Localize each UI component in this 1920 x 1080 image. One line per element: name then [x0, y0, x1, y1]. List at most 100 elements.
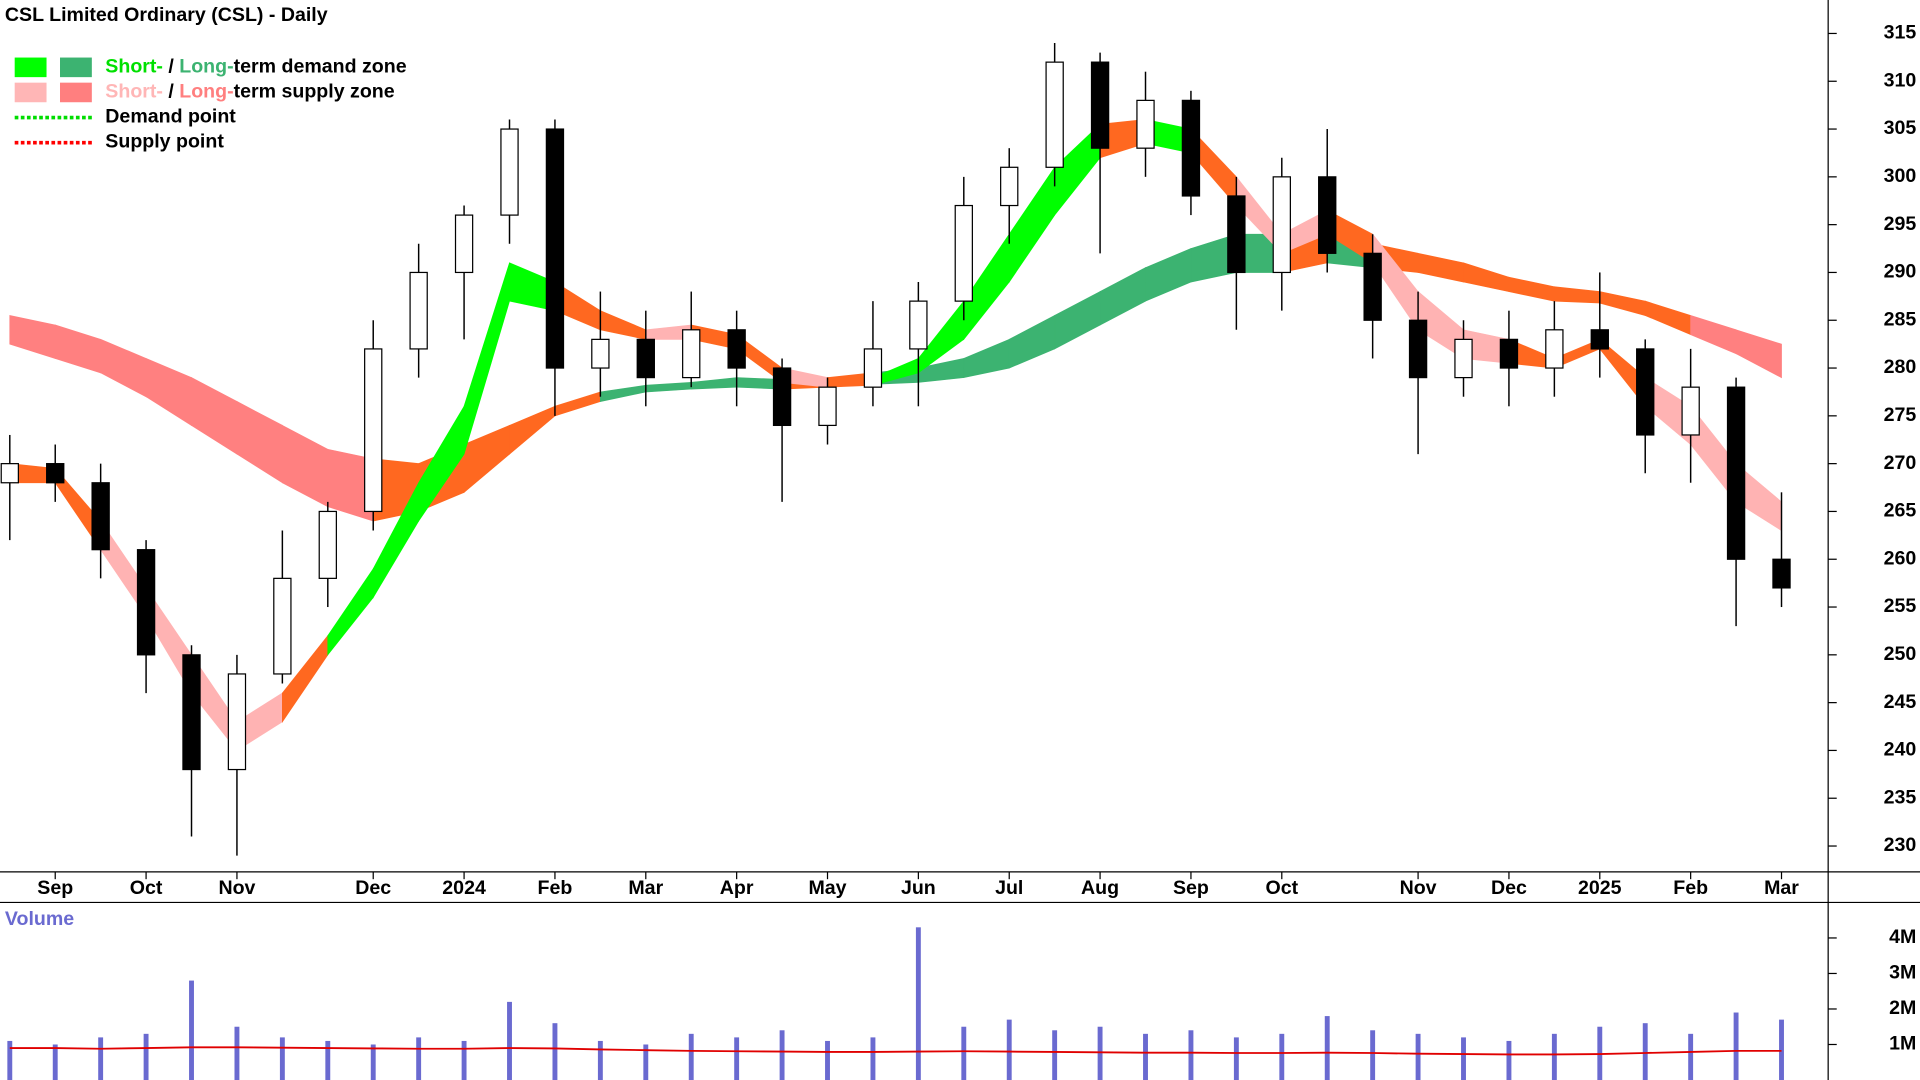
- candle-body: [46, 463, 65, 484]
- candle-body: [364, 348, 383, 513]
- zone-segment: [1008, 314, 1056, 369]
- volume-bar: [1279, 1033, 1285, 1080]
- volume-bar: [1779, 1019, 1784, 1080]
- legend-swatch: [14, 57, 47, 78]
- legend-label: Short-: [105, 56, 163, 78]
- volume-bar: [1097, 1026, 1103, 1080]
- zone-segment: [463, 262, 510, 455]
- candle-body: [545, 128, 565, 369]
- candle-body: [1454, 338, 1473, 379]
- candle-body: [1499, 338, 1519, 369]
- x-tick-label: Jul: [995, 877, 1023, 899]
- volume-bar: [1551, 1033, 1557, 1080]
- candle-body: [409, 271, 428, 350]
- volume-bar: [52, 1044, 58, 1080]
- x-tick-label: Dec: [1491, 877, 1527, 899]
- candle-body: [227, 673, 247, 771]
- y-tick-label: 4M: [1889, 926, 1916, 948]
- volume-bar: [643, 1044, 649, 1080]
- candle-body: [591, 338, 610, 369]
- candle-body: [0, 463, 19, 484]
- candle-body: [863, 348, 883, 388]
- x-tick-label: Dec: [355, 877, 391, 899]
- legend-text: Demand point: [105, 106, 236, 128]
- y-tick-label: 300: [1884, 165, 1917, 187]
- y-tick-label: 275: [1884, 404, 1917, 426]
- zone-segment: [599, 384, 647, 402]
- chart-title: CSL Limited Ordinary (CSL) - Daily: [5, 4, 328, 26]
- volume-bar: [915, 927, 921, 1080]
- candle-body: [909, 300, 928, 350]
- candle-body: [1590, 329, 1609, 350]
- volume-bar: [370, 1044, 376, 1080]
- candle-body: [636, 338, 655, 379]
- candle-body: [273, 577, 292, 675]
- legend-label: term supply zone: [234, 81, 395, 103]
- legend-text: Supply point: [105, 131, 224, 153]
- candle-body: [1227, 195, 1246, 274]
- candle-body: [318, 510, 337, 579]
- candle-body: [954, 204, 973, 302]
- x-tick-label: Sep: [37, 877, 73, 899]
- legend-label: /: [163, 81, 179, 103]
- y-tick-label: 260: [1884, 547, 1917, 569]
- legend-label: term demand zone: [234, 56, 407, 78]
- candle-body: [1090, 61, 1110, 149]
- candle-body: [1181, 99, 1201, 197]
- x-tick-label: Mar: [628, 877, 663, 899]
- zone-segment: [645, 381, 692, 393]
- candle-body: [1000, 166, 1019, 207]
- volume-bar: [597, 1040, 603, 1080]
- candle-body: [1272, 176, 1291, 274]
- volume-bar: [1052, 1030, 1058, 1080]
- volume-average: [9, 1046, 1782, 1056]
- volume-bar: [1006, 1019, 1012, 1080]
- y-tick-label: 245: [1884, 691, 1917, 713]
- legend-label: Demand point: [105, 106, 236, 128]
- candle-body: [1136, 99, 1155, 149]
- candle-body: [1636, 348, 1655, 436]
- zone-segment: [963, 338, 1010, 379]
- x-tick-label: 2025: [1578, 877, 1622, 899]
- zone-segment: [1099, 267, 1146, 326]
- zone-segment: [282, 424, 329, 508]
- x-tick-label: Feb: [538, 877, 573, 899]
- x-tick-label: May: [808, 877, 846, 899]
- y-tick-label: 255: [1884, 595, 1917, 617]
- x-tick-label: Feb: [1673, 877, 1708, 899]
- y-tick-label: 310: [1884, 69, 1917, 91]
- volume-bar: [143, 1033, 149, 1080]
- legend: Short- / Long-term demand zone Short- / L…: [14, 56, 407, 153]
- zone-segment: [1599, 291, 1646, 316]
- zone-segment: [554, 391, 601, 417]
- volume-bar: [552, 1023, 558, 1080]
- x-tick-label: Jun: [901, 877, 936, 899]
- x-tick-label: Sep: [1173, 877, 1209, 899]
- y-tick-label: 230: [1884, 834, 1917, 856]
- volume-bar: [279, 1037, 285, 1080]
- legend-label: /: [163, 56, 179, 78]
- zone-segment: [236, 400, 283, 484]
- x-tick-label: Nov: [1400, 877, 1437, 899]
- zone-segment: [191, 376, 238, 455]
- zone-segment: [54, 324, 102, 374]
- legend-label: Long-: [179, 56, 233, 78]
- legend-label: Long-: [179, 81, 233, 103]
- zone-segment: [1508, 276, 1555, 302]
- x-tick-label: Apr: [720, 877, 754, 899]
- zone-segment: [145, 357, 192, 427]
- y-tick-label: 3M: [1889, 962, 1916, 984]
- candle-body: [1681, 386, 1700, 436]
- zone-segment: [1417, 252, 1464, 283]
- volume-bar: [1642, 1023, 1648, 1080]
- x-tick-label: Aug: [1081, 877, 1119, 899]
- y-tick-label: 240: [1884, 739, 1917, 761]
- volume-bar: [825, 1040, 830, 1080]
- legend-label: Short-: [105, 81, 163, 103]
- candle-body: [91, 482, 110, 551]
- volume-bar: [1461, 1037, 1466, 1080]
- y-tick-label: 315: [1884, 22, 1917, 44]
- candle-body: [1318, 176, 1337, 254]
